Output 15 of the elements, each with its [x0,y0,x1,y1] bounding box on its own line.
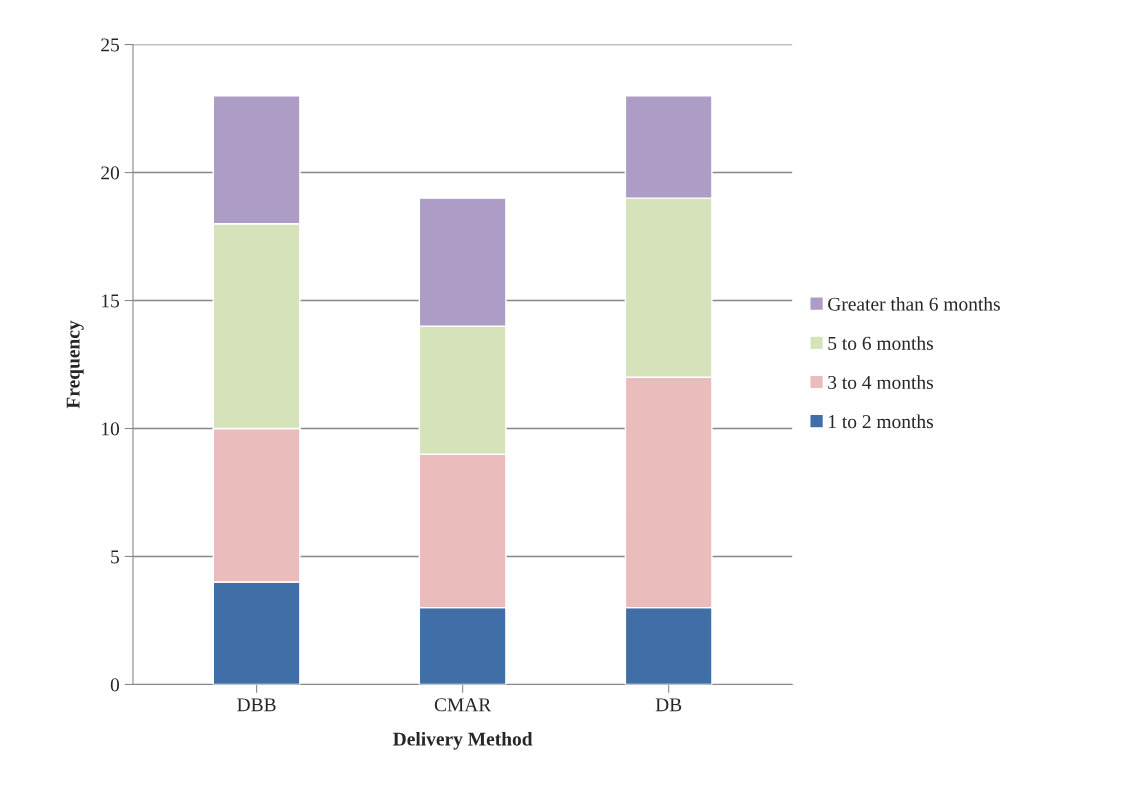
legend-label: 3 to 4 months [828,375,933,389]
x-tick-label: DB [655,698,682,712]
legend-label: Greater than 6 months [828,297,1000,311]
x-tick-label: CMAR [434,698,492,712]
y-tick-label: 25 [101,38,120,52]
x-axis-title: Delivery Method [393,731,533,750]
y-tick-label: 5 [111,550,120,564]
y-tick-label: 0 [110,678,120,692]
legend-label: 1 to 2 months [828,414,933,429]
y-tick-label: 10 [102,422,120,436]
y-tick-label: 15 [102,294,120,308]
y-axis-title: Frequency [66,320,84,409]
legend-label: 5 to 6 months [828,336,933,350]
y-tick-label: 20 [101,166,120,180]
x-tick-label: DBB [237,698,276,712]
